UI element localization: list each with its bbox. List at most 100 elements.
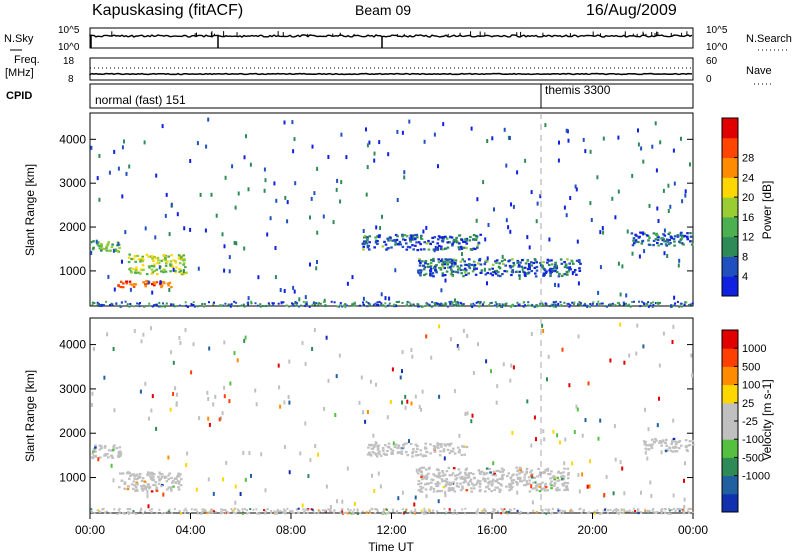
data-cell [533, 481, 537, 484]
freq-tick-high: 18 [63, 56, 75, 67]
data-cell [366, 246, 370, 249]
data-cell [467, 483, 470, 486]
data-cell [638, 235, 641, 238]
data-cell [156, 261, 159, 265]
data-cell [429, 452, 432, 455]
data-cell [111, 303, 114, 306]
data-cell [527, 304, 530, 307]
data-cell [190, 508, 193, 511]
data-cell [583, 302, 586, 305]
data-cell [437, 446, 440, 449]
data-cell [516, 469, 519, 473]
data-cell [443, 263, 447, 266]
data-cell [90, 511, 93, 513]
data-cell [460, 477, 463, 480]
data-cell [559, 301, 562, 304]
data-cell [496, 274, 500, 277]
data-cell [109, 304, 112, 306]
data-cell [180, 478, 183, 481]
data-cell [464, 238, 467, 241]
data-cell [554, 263, 557, 267]
data-cell [548, 237, 551, 242]
data-cell [524, 158, 527, 163]
data-cell [444, 493, 447, 498]
data-cell [332, 511, 335, 514]
data-cell [660, 512, 663, 515]
data-cell [475, 512, 478, 515]
data-cell [655, 168, 658, 173]
data-cell [456, 265, 460, 268]
data-cell [135, 481, 139, 484]
data-cell [670, 442, 673, 446]
data-cell [420, 490, 424, 493]
data-cell [419, 467, 422, 470]
data-cell [654, 238, 658, 241]
data-cell [421, 486, 425, 489]
data-cell [552, 429, 555, 434]
data-cell [628, 509, 631, 512]
data-cell [215, 213, 218, 218]
data-cell [158, 479, 161, 482]
data-cell [429, 261, 433, 264]
data-cell [346, 466, 349, 471]
data-cell [379, 226, 382, 230]
data-cell [140, 485, 143, 488]
data-cell [683, 510, 686, 513]
data-cell [593, 512, 596, 515]
data-cell [220, 416, 222, 421]
data-cell [462, 477, 465, 480]
data-cell [100, 249, 103, 252]
data-cell [98, 305, 101, 307]
data-cell [158, 265, 161, 270]
data-cell [472, 238, 476, 241]
data-cell [501, 303, 504, 306]
data-cell [139, 302, 141, 304]
data-cell [315, 266, 318, 271]
data-cell [389, 448, 393, 451]
data-cell [692, 511, 695, 514]
data-cell [591, 302, 594, 305]
data-cell [422, 466, 426, 469]
data-cell [479, 301, 482, 304]
data-cell [364, 419, 367, 424]
data-cell [447, 489, 451, 492]
data-cell [422, 454, 426, 457]
colorbar-segment [722, 118, 738, 139]
data-cell [604, 510, 607, 513]
data-cell [430, 486, 433, 489]
data-cell [553, 267, 556, 270]
data-cell [313, 512, 316, 514]
data-cell [465, 246, 468, 249]
data-cell [132, 473, 135, 476]
velocity-ylabel: Slant Range [km] [23, 370, 37, 462]
data-cell [660, 444, 663, 447]
data-cell [685, 301, 688, 304]
data-cell [172, 259, 176, 262]
data-cell [433, 474, 437, 477]
data-cell [429, 272, 432, 277]
colorbar-tick-label: -100 [742, 434, 764, 446]
data-cell [535, 261, 538, 264]
data-cell [144, 285, 148, 288]
data-cell [564, 264, 568, 267]
data-cell [648, 236, 651, 239]
data-cell [179, 269, 183, 272]
data-cell [286, 507, 289, 510]
data-cell [483, 508, 486, 511]
data-cell [242, 303, 245, 306]
data-cell [142, 268, 145, 271]
data-cell [371, 451, 375, 454]
data-cell [140, 339, 143, 344]
data-cell [365, 127, 367, 132]
data-cell [123, 487, 126, 490]
data-cell [106, 332, 109, 337]
data-cell [158, 304, 161, 307]
data-cell [374, 236, 377, 239]
data-cell [405, 508, 408, 511]
data-cell [170, 489, 173, 492]
data-cell [562, 511, 565, 514]
data-cell [142, 512, 145, 515]
data-cell [250, 473, 252, 478]
data-cell [589, 201, 592, 206]
